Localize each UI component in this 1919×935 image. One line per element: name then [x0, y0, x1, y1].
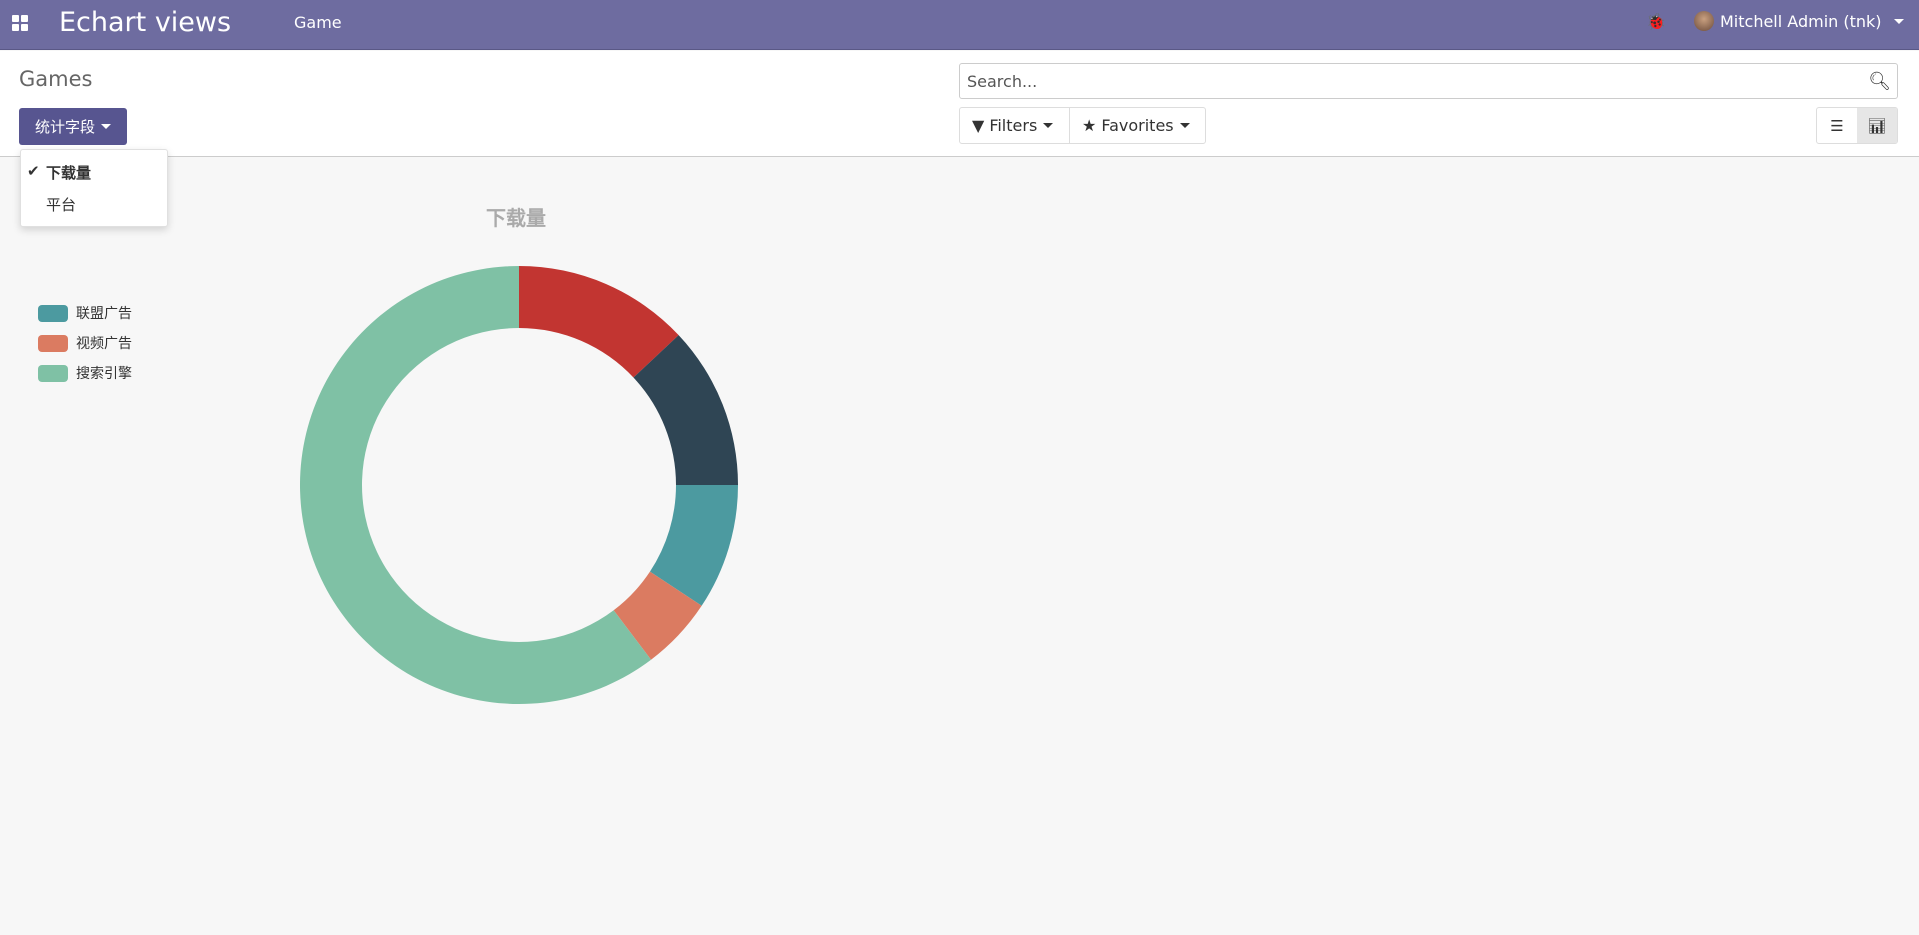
- chevron-down-icon: [101, 124, 111, 129]
- legend-label: 联盟广告: [76, 306, 132, 322]
- chart-title: 下载量: [486, 206, 546, 230]
- chevron-down-icon: [1179, 123, 1190, 128]
- debug-bug-icon[interactable]: 🐞: [1646, 12, 1666, 31]
- donut-slice-0[interactable]: [519, 266, 679, 378]
- donut-slice-2[interactable]: [649, 485, 738, 606]
- page-title: Games: [19, 67, 93, 91]
- filter-icon: ▼: [972, 116, 985, 135]
- donut-slice-4[interactable]: [299, 265, 652, 704]
- star-icon: ★: [1082, 116, 1097, 135]
- view-switcher: ☰ 📊︎: [1816, 107, 1898, 144]
- search-placeholder: Search...: [967, 72, 1038, 91]
- legend-label: 搜索引擎: [76, 366, 132, 382]
- top-navbar: Echart views Game 🐞 Mitchell Admin (tnk): [0, 0, 1919, 50]
- legend-item[interactable]: 联盟广告: [38, 298, 132, 328]
- apps-menu-icon[interactable]: [12, 15, 28, 31]
- avatar: [1694, 11, 1714, 31]
- donut-slice-1[interactable]: [633, 335, 738, 485]
- dropdown-item-label: 平台: [46, 196, 77, 214]
- legend-item[interactable]: 搜索引擎: [38, 358, 132, 388]
- control-panel: Games 统计字段 Search... 🔍︎ ▼ Filters ★ Favorit…: [0, 51, 1919, 157]
- dropdown-item-platform[interactable]: 平台: [21, 194, 167, 215]
- legend-swatch: [38, 334, 68, 352]
- stat-field-button[interactable]: 统计字段: [19, 108, 127, 145]
- search-input[interactable]: Search... 🔍︎: [959, 63, 1898, 99]
- chevron-down-icon: [1043, 123, 1054, 128]
- chart-legend: 联盟广告 视频广告 搜索引擎: [38, 238, 132, 388]
- favorites-label: Favorites: [1101, 116, 1174, 135]
- donut-slice-3[interactable]: [613, 571, 702, 660]
- list-view-icon[interactable]: ☰: [1830, 116, 1844, 135]
- legend-swatch: [38, 304, 68, 322]
- filters-label: Filters: [989, 116, 1038, 135]
- user-menu[interactable]: Mitchell Admin (tnk): [1694, 11, 1904, 31]
- chevron-down-icon: [1893, 18, 1904, 24]
- check-icon: ✔: [27, 162, 40, 180]
- user-name: Mitchell Admin (tnk): [1720, 11, 1882, 31]
- stat-field-label: 统计字段: [34, 118, 95, 136]
- legend-swatch: [38, 364, 68, 382]
- favorites-button[interactable]: ★ Favorites: [1069, 107, 1206, 144]
- chart-view-icon[interactable]: 📊︎: [1857, 108, 1897, 143]
- dropdown-item-downloads[interactable]: ✔ 下载量: [21, 162, 167, 183]
- app-title: Echart views: [59, 7, 232, 38]
- search-icon[interactable]: 🔍︎: [1868, 71, 1891, 92]
- legend-item[interactable]: 视频广告: [38, 328, 132, 358]
- stat-field-dropdown: ✔ 下载量 平台: [20, 149, 168, 227]
- dropdown-item-label: 下载量: [46, 164, 92, 182]
- menu-game[interactable]: Game: [294, 13, 342, 32]
- filters-button[interactable]: ▼ Filters: [959, 107, 1070, 144]
- legend-label: 视频广告: [76, 336, 132, 352]
